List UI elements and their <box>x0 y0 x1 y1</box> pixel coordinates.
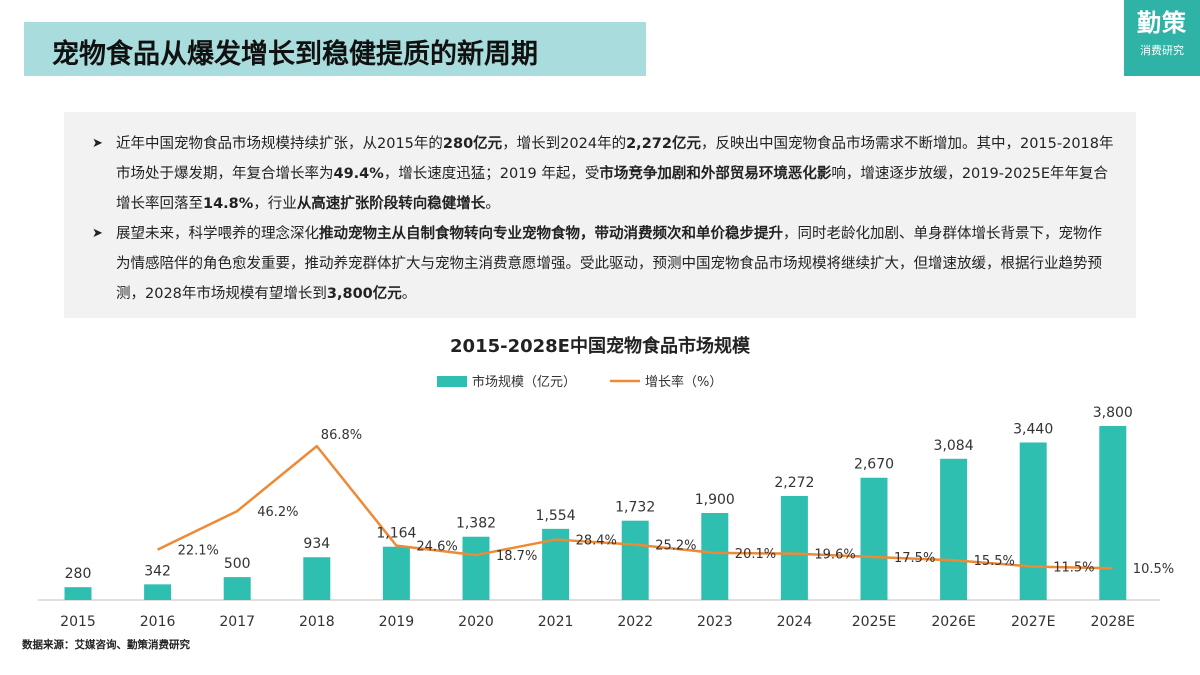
bullet-arrow-icon: ➤ <box>92 226 103 241</box>
p1-segment-12: 。 <box>485 196 500 212</box>
p1-segment-2: ，增长到2024年的 <box>502 136 627 152</box>
rate-label-2022: 25.2% <box>655 539 696 554</box>
rate-label-2024: 19.6% <box>814 548 855 563</box>
bar-label-2025E: 2,670 <box>854 457 894 473</box>
summary-box: ➤ 近年中国宠物食品市场规模持续扩张，从2015年的280亿元，增长到2024年的… <box>64 112 1136 318</box>
title-banner: 宠物食品从爆发增长到稳健提质的新周期 <box>24 22 646 76</box>
p2-segment-0: 展望未来，科学喂养的理念深化 <box>116 226 319 242</box>
x-tick-2021: 2021 <box>538 614 574 630</box>
rate-label-2020: 18.7% <box>496 549 537 564</box>
page-title: 宠物食品从爆发增长到稳健提质的新周期 <box>52 39 538 70</box>
p2-segment-4: 。 <box>401 286 417 302</box>
brand-logo: 勤策 消费研究 <box>1124 0 1200 76</box>
bar-2015 <box>64 587 92 600</box>
brand-logo-subtitle: 消费研究 <box>1140 44 1184 57</box>
bar-2028E <box>1099 426 1127 600</box>
x-tick-2018: 2018 <box>299 614 335 630</box>
p1-segment-7: 市场竞争加剧和外部贸易环境恶化影 <box>599 166 832 182</box>
rate-label-2021: 28.4% <box>576 534 617 549</box>
x-tick-2027E: 2027E <box>1011 614 1055 630</box>
bar-label-2016: 342 <box>144 563 171 579</box>
x-tick-2015: 2015 <box>60 614 96 630</box>
bar-label-2015: 280 <box>65 566 92 582</box>
rate-label-2028E: 10.5% <box>1133 562 1174 577</box>
bar-label-2023: 1,900 <box>695 492 735 508</box>
x-tick-2016: 2016 <box>140 614 176 630</box>
rate-label-2017: 46.2% <box>257 505 298 520</box>
p1-segment-9: 14.8% <box>203 196 254 212</box>
legend-line-label: 增长率（%） <box>645 374 722 390</box>
bar-2023 <box>701 513 729 600</box>
bar-label-2024: 2,272 <box>774 475 814 491</box>
bar-2027E <box>1019 442 1047 600</box>
market-size-chart: 2015-2028E中国宠物食品市场规模 市场规模（亿元） 增长率（%） 280… <box>38 335 1174 630</box>
rate-label-2027E: 11.5% <box>1053 561 1094 576</box>
x-tick-2028E: 2028E <box>1091 614 1135 630</box>
rate-label-2016: 22.1% <box>178 544 219 559</box>
rate-label-2018: 86.8% <box>321 428 362 443</box>
bar-2025E <box>860 477 888 600</box>
p1-segment-6: ，增长速度迅猛；2019 年起，受 <box>383 166 600 182</box>
x-tick-2020: 2020 <box>458 614 494 630</box>
p1-segment-11: 从高速扩张阶段转向稳健增长 <box>296 196 486 212</box>
x-tick-2026E: 2026E <box>931 614 975 630</box>
x-tick-2017: 2017 <box>219 614 255 630</box>
p2-segment-1: 推动宠物主从自制食物转向专业宠物食物，带动消费频次和单价稳步提升 <box>319 226 783 242</box>
bar-label-2028E: 3,800 <box>1093 405 1133 421</box>
bar-label-2027E: 3,440 <box>1013 421 1053 437</box>
bar-2020 <box>462 536 490 600</box>
bar-label-2019: 1,164 <box>376 526 416 542</box>
bar-2026E <box>940 458 968 600</box>
bullet-arrow-icon: ➤ <box>92 136 103 151</box>
p1-segment-8: 响，增速逐步放缓，2019-2025E年年复合增长率回落至 <box>116 166 1109 212</box>
bar-2016 <box>144 584 172 600</box>
rate-label-2025E: 17.5% <box>894 551 935 566</box>
bar-label-2017: 500 <box>224 556 251 572</box>
x-tick-2023: 2023 <box>697 614 733 630</box>
bar-2022 <box>621 520 649 600</box>
bar-2024 <box>780 495 808 600</box>
x-tick-2025E: 2025E <box>852 614 896 630</box>
x-tick-2024: 2024 <box>777 614 813 630</box>
bar-label-2020: 1,382 <box>456 516 496 532</box>
chart-title: 2015-2028E中国宠物食品市场规模 <box>450 335 751 357</box>
chart-legend: 市场规模（亿元） 增长率（%） <box>437 374 722 390</box>
bar-2019 <box>382 546 410 600</box>
rate-label-2023: 20.1% <box>735 547 776 562</box>
p1-segment-5: 49.4% <box>333 166 384 182</box>
bar-label-2021: 1,554 <box>536 508 576 524</box>
p1-segment-3: 2,272亿元 <box>626 136 701 152</box>
summary-point-1-text: 近年中国宠物食品市场规模持续扩张，从2015年的280亿元，增长到2024年的2… <box>116 136 1114 212</box>
summary-point-1: ➤ 近年中国宠物食品市场规模持续扩张，从2015年的280亿元，增长到2024年的… <box>92 129 1116 219</box>
bar-2017 <box>223 577 251 600</box>
legend-bar-label: 市场规模（亿元） <box>472 374 576 390</box>
data-source-note: 数据来源：艾媒咨询、勤策消费研究 <box>22 639 190 651</box>
x-tick-2022: 2022 <box>617 614 653 630</box>
summary-point-2-text: 展望未来，科学喂养的理念深化推动宠物主从自制食物转向专业宠物食物，带动消费频次和… <box>116 226 1102 302</box>
rate-label-2026E: 15.5% <box>974 554 1015 569</box>
bar-2018 <box>303 557 331 600</box>
rate-label-2019: 24.6% <box>416 540 457 555</box>
p2-segment-2: ，同时老龄化加剧、单身群体增长背景下，宠物作为情感陪伴的角色愈发重要，推动养宠群… <box>116 226 1102 302</box>
legend-bar-swatch <box>437 376 467 387</box>
p1-segment-10: ，行业 <box>253 196 297 212</box>
brand-logo-name: 勤策 <box>1137 9 1187 37</box>
growth-rate-line <box>157 444 1113 570</box>
p1-segment-4: ，反映出中国宠物食品市场需求不断增加。其中，2015-2018年市场处于爆发期，… <box>116 136 1114 182</box>
p1-segment-0: 近年中国宠物食品市场规模持续扩张，从2015年的 <box>116 136 443 152</box>
bar-label-2026E: 3,084 <box>934 438 974 454</box>
summary-point-2: ➤ 展望未来，科学喂养的理念深化推动宠物主从自制食物转向专业宠物食物，带动消费频次… <box>92 219 1116 309</box>
bar-label-2018: 934 <box>303 536 330 552</box>
p2-segment-3: 3,800亿元 <box>326 286 402 302</box>
x-tick-2019: 2019 <box>379 614 415 630</box>
p1-segment-1: 280亿元 <box>442 136 503 152</box>
bar-label-2022: 1,732 <box>615 500 655 516</box>
